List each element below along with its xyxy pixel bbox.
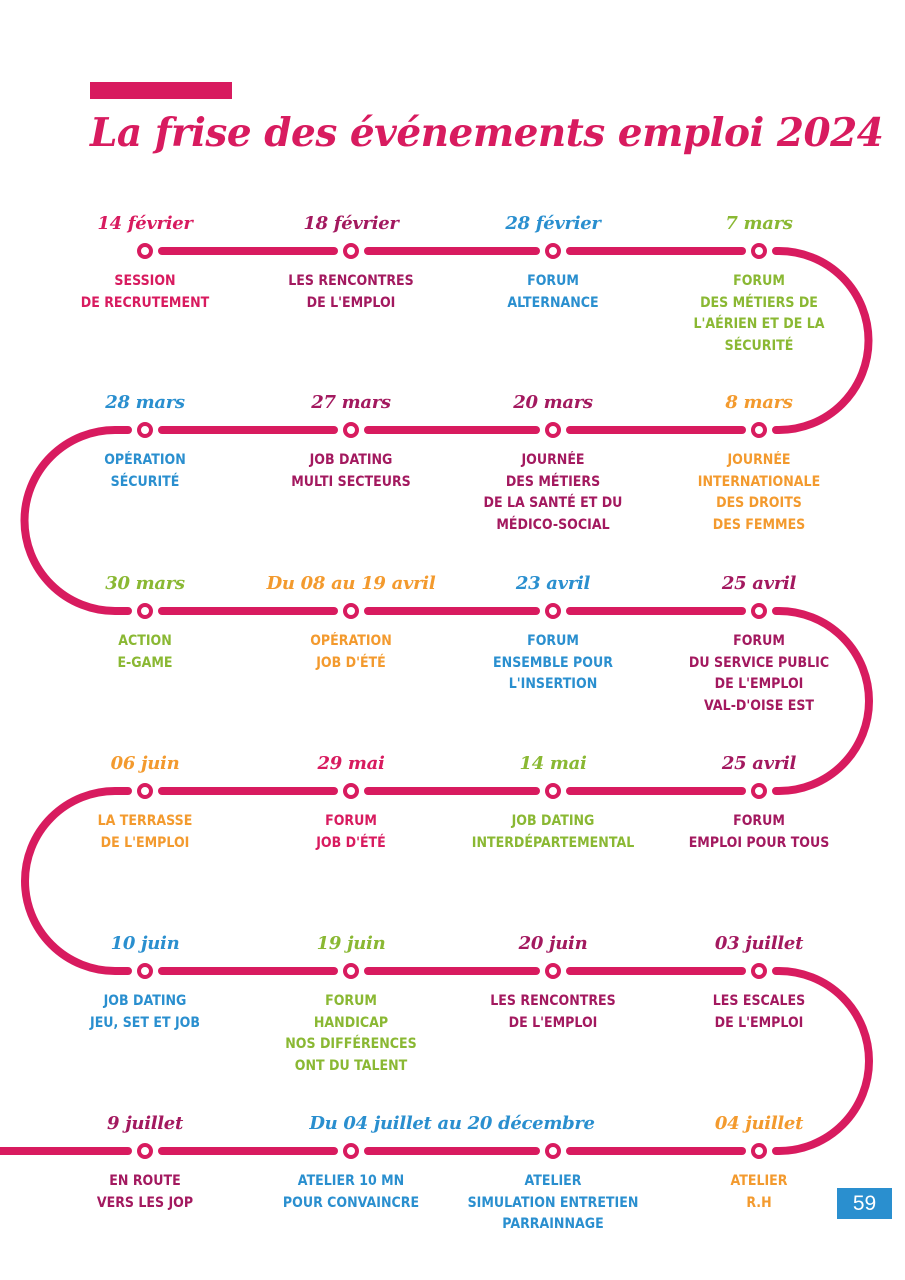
event-label: JOB DATING JEU, SET ET JOB [90, 993, 200, 1031]
page-number: 59 [837, 1188, 892, 1219]
event-label: OPÉRATION JOB D'ÉTÉ [310, 633, 392, 671]
event-label: FORUM DU SERVICE PUBLIC DE L'EMPLOI VAL-… [688, 633, 830, 714]
event-date: 20 mars [513, 392, 593, 413]
event-date: 14 février [97, 213, 193, 234]
event-date: 20 juin [518, 933, 588, 954]
timeline-node [545, 1143, 561, 1159]
timeline-node [137, 963, 153, 979]
timeline-node [545, 422, 561, 438]
event-date: 29 mai [317, 753, 385, 774]
event-label: SESSION DE RECRUTEMENT [80, 273, 210, 311]
event-date: 7 mars [725, 213, 793, 234]
timeline-node [545, 603, 561, 619]
event-label: ACTION E-GAME [117, 633, 173, 671]
timeline-node [343, 1143, 359, 1159]
track-curve-left [20, 426, 132, 615]
event-label: ATELIER SIMULATION ENTRETIEN PARRAINNAGE [467, 1173, 639, 1232]
event-date: 10 juin [110, 933, 180, 954]
title-accent-bar [90, 82, 232, 99]
event-label: OPÉRATION SÉCURITÉ [104, 452, 186, 490]
timeline-node [343, 603, 359, 619]
event-label: FORUM ENSEMBLE POUR L'INSERTION [493, 633, 613, 692]
event-date: 14 mai [519, 753, 587, 774]
event-date: 25 avril [721, 753, 797, 774]
event-label: JOURNÉE INTERNATIONALE DES DROITS DES FE… [697, 452, 821, 533]
event-date: 28 mars [105, 392, 185, 413]
timeline-node [545, 243, 561, 259]
timeline-node [343, 783, 359, 799]
event-label: FORUM ALTERNANCE [507, 273, 599, 311]
event-label: JOURNÉE DES MÉTIERS DE LA SANTÉ ET DU MÉ… [483, 452, 623, 533]
event-date: 27 mars [311, 392, 391, 413]
event-date: 28 février [505, 213, 601, 234]
track-curve-right [772, 967, 873, 1155]
timeline-node [751, 1143, 767, 1159]
event-label: LES ESCALES DE L'EMPLOI [712, 993, 806, 1031]
timeline-node [545, 963, 561, 979]
event-date: 23 avril [515, 573, 591, 594]
event-label: LES RENCONTRES DE L'EMPLOI [490, 993, 616, 1031]
timeline-node [343, 963, 359, 979]
event-date: 04 juillet [714, 1113, 804, 1134]
event-label: FORUM HANDICAP NOS DIFFÉRENCES ONT DU TA… [285, 993, 417, 1074]
timeline-node [751, 783, 767, 799]
event-label: LA TERRASSE DE L'EMPLOI [97, 813, 193, 851]
event-label: FORUM EMPLOI POUR TOUS [688, 813, 830, 851]
event-label: JOB DATING MULTI SECTEURS [291, 452, 411, 490]
event-label: JOB DATING INTERDÉPARTEMENTAL [471, 813, 635, 851]
event-date: Du 08 au 19 avril [266, 573, 436, 594]
event-label: LES RENCONTRES DE L'EMPLOI [288, 273, 414, 311]
timeline-node [137, 783, 153, 799]
timeline-node [751, 963, 767, 979]
timeline-node [137, 1143, 153, 1159]
event-label: ATELIER R.H [730, 1173, 788, 1211]
timeline-node [343, 243, 359, 259]
event-label: ATELIER 10 MN POUR CONVAINCRE [282, 1173, 420, 1211]
timeline-node [137, 422, 153, 438]
event-date: 19 juin [316, 933, 386, 954]
event-label: EN ROUTE VERS LES JOP [96, 1173, 194, 1211]
event-label: FORUM JOB D'ÉTÉ [316, 813, 386, 851]
event-date: 03 juillet [714, 933, 804, 954]
timeline-node [545, 783, 561, 799]
event-date: 8 mars [725, 392, 793, 413]
track-curve-right [772, 247, 873, 434]
event-date: 9 juillet [107, 1113, 183, 1134]
timeline-node [137, 603, 153, 619]
event-date: 06 juin [110, 753, 180, 774]
track-curve-right [772, 607, 873, 795]
timeline-node [751, 603, 767, 619]
page-title: La frise des événements emploi 2024 [90, 110, 884, 156]
event-date: 30 mars [105, 573, 185, 594]
event-label: FORUM DES MÉTIERS DE L'AÉRIEN ET DE LA S… [693, 273, 825, 354]
timeline-node [751, 422, 767, 438]
timeline-node [751, 243, 767, 259]
event-date: 25 avril [721, 573, 797, 594]
event-date: 18 février [303, 213, 399, 234]
event-date: Du 04 juillet au 20 décembre [309, 1113, 595, 1134]
timeline-node [137, 243, 153, 259]
timeline-node [343, 422, 359, 438]
track-curve-left [21, 787, 132, 975]
